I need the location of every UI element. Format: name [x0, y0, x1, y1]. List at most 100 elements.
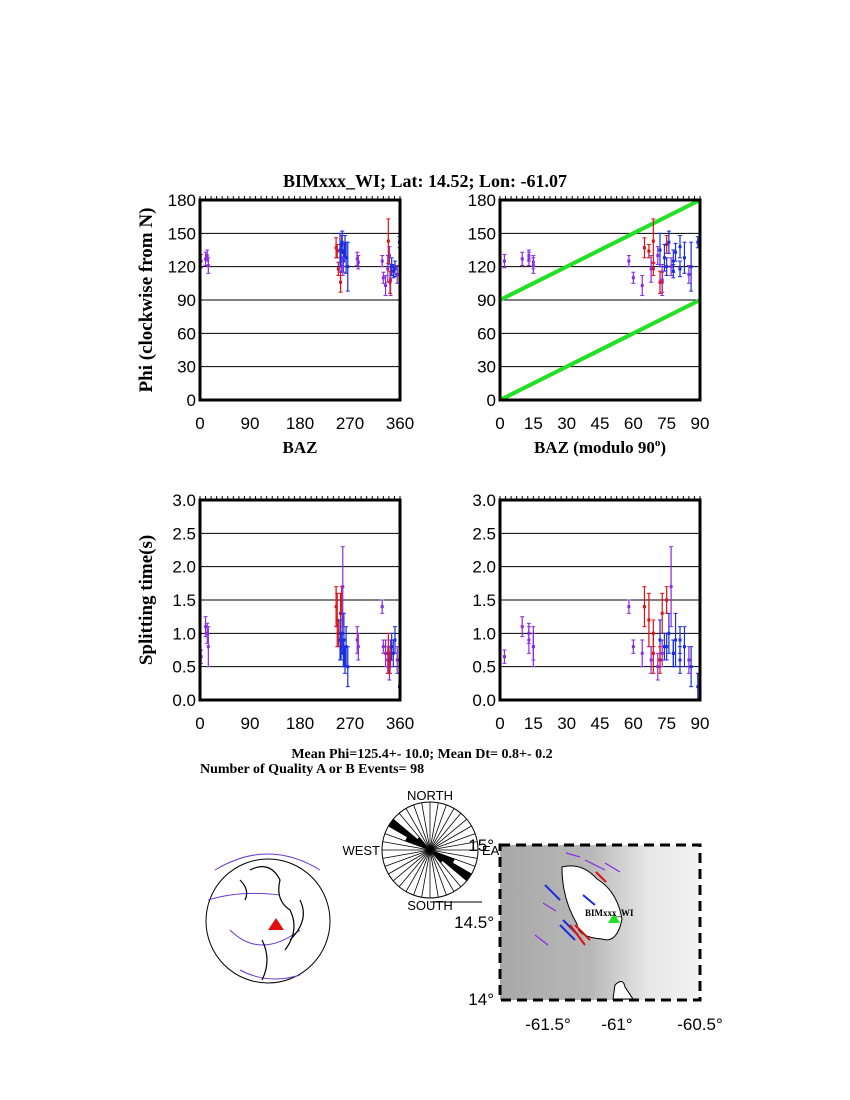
- data-point: [686, 265, 691, 284]
- point-marker: [658, 658, 662, 662]
- point-marker: [674, 250, 678, 254]
- regional-map: BIMxxx_WI 14° 14.5° 15° -61.5° -61° -60.…: [454, 836, 723, 1034]
- y-tick-label: 120: [468, 258, 496, 277]
- y-tick-label: 1.0: [472, 624, 496, 643]
- x-tick-label: 90: [691, 414, 710, 433]
- data-point: [682, 241, 687, 274]
- data-point: [345, 241, 350, 292]
- y-tick-label: 150: [468, 224, 496, 243]
- dt-vs-baz-mod90-plot: 0.0 0.5 1.0 1.5 2.0 2.5 3.0 0 15 30 45 60 75 90: [472, 491, 709, 733]
- data-point: [626, 599, 631, 614]
- data-point: [646, 243, 651, 259]
- point-marker: [386, 651, 390, 655]
- data-point: [502, 253, 507, 269]
- y-tick-label: 0: [187, 391, 196, 410]
- y-tick-label: 1.0: [172, 624, 196, 643]
- point-marker: [678, 638, 682, 642]
- data-point: [526, 622, 531, 644]
- map-xtick: -60.5°: [677, 1015, 723, 1034]
- point-marker: [667, 240, 671, 244]
- point-marker: [671, 269, 675, 273]
- y-tick-label: 3.0: [472, 491, 496, 510]
- point-marker: [627, 605, 631, 609]
- data-point: [393, 260, 397, 278]
- data-point: [678, 626, 682, 654]
- x-tick-label: 75: [657, 714, 676, 733]
- point-marker: [531, 264, 535, 268]
- x-tick-label: 270: [336, 714, 364, 733]
- point-marker: [527, 631, 531, 635]
- point-marker: [656, 254, 660, 258]
- y-tick-label: 2.0: [172, 558, 196, 577]
- point-marker: [696, 240, 700, 244]
- figure-title: BIMxxx_WI; Lat: 14.52; Lon: -61.07: [283, 171, 567, 191]
- x-tick-label: 0: [495, 714, 504, 733]
- y-tick-label: 180: [168, 191, 196, 210]
- data-point: [651, 632, 656, 674]
- data-point: [640, 639, 645, 668]
- data-point: [345, 646, 350, 688]
- y-tick-label: 30: [177, 358, 196, 377]
- point-marker: [660, 651, 664, 655]
- point-marker: [391, 269, 395, 273]
- point-marker: [341, 585, 345, 589]
- x-tick-label: 60: [624, 414, 643, 433]
- data-point: [391, 263, 396, 279]
- point-marker: [671, 651, 675, 655]
- rose-petal: [405, 836, 430, 850]
- data-point: [520, 616, 525, 638]
- data-point: [356, 255, 361, 270]
- x-tick-label: 60: [624, 714, 643, 733]
- point-marker: [649, 658, 653, 662]
- point-marker: [205, 254, 209, 258]
- point-marker: [340, 631, 344, 635]
- x-tick-label: 180: [286, 414, 314, 433]
- point-marker: [687, 658, 691, 662]
- data-point: [631, 639, 636, 654]
- data-point: [386, 218, 391, 264]
- point-marker: [651, 651, 655, 655]
- data-point: [383, 275, 388, 297]
- point-marker: [647, 249, 651, 253]
- globe-map: [205, 853, 331, 984]
- point-marker: [343, 658, 347, 662]
- data-point: [660, 592, 665, 634]
- y-tick-label: 2.5: [472, 524, 496, 543]
- data-point: [664, 257, 669, 277]
- x-tick-label: 90: [241, 714, 260, 733]
- point-marker: [384, 284, 388, 288]
- data-point: [531, 626, 536, 668]
- point-marker: [658, 638, 662, 642]
- data-point: [646, 592, 651, 648]
- data-point: [669, 257, 674, 277]
- point-marker: [665, 645, 669, 649]
- x-tick-label: 15: [524, 714, 543, 733]
- point-marker: [627, 259, 631, 263]
- x-tick-label: 30: [557, 414, 576, 433]
- y-tick-label: 30: [477, 358, 496, 377]
- point-marker: [344, 256, 348, 260]
- x-tick-label: 45: [591, 414, 610, 433]
- data-point: [658, 270, 662, 294]
- point-marker: [386, 239, 390, 243]
- point-marker: [206, 264, 210, 268]
- data-point: [206, 626, 211, 668]
- point-marker: [658, 280, 662, 284]
- point-marker: [649, 267, 653, 271]
- point-marker: [689, 665, 693, 669]
- point-marker: [205, 631, 209, 635]
- y-axis-label: Phi (clockwise from N): [136, 208, 157, 393]
- point-marker: [660, 611, 664, 615]
- point-marker: [640, 651, 644, 655]
- point-marker: [665, 242, 669, 246]
- data-point: [340, 546, 345, 628]
- rose-north-label: NORTH: [407, 788, 453, 803]
- point-marker: [346, 665, 350, 669]
- point-marker: [393, 638, 397, 642]
- point-marker: [339, 280, 343, 284]
- data-point: [660, 639, 665, 668]
- x-axis-label-end: ): [660, 438, 666, 457]
- point-marker: [520, 257, 524, 261]
- point-marker: [671, 259, 675, 263]
- point-marker: [665, 265, 669, 269]
